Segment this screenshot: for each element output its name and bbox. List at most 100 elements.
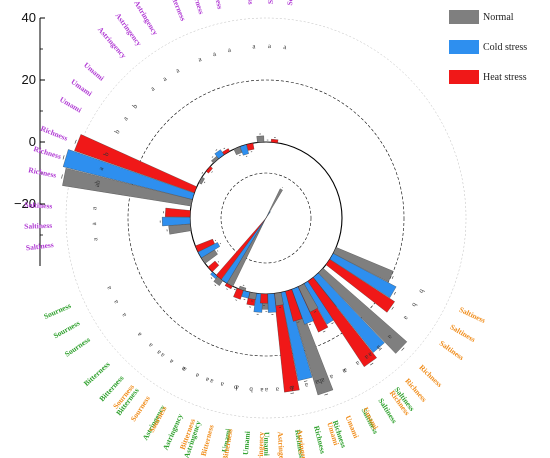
category-label: Bitterness (220, 428, 234, 458)
bar-heat (195, 238, 215, 253)
significance-letter: a (264, 386, 268, 394)
bar-normal (274, 292, 284, 306)
error-bar (313, 311, 317, 313)
bar-heat (205, 166, 213, 174)
significance-letter: a (104, 284, 113, 291)
error-bar (201, 172, 204, 174)
category-label: Saltiness (24, 200, 52, 211)
category-label: Sourness (266, 0, 276, 4)
error-bar (74, 139, 77, 144)
bars (61, 133, 408, 396)
bar-heat (260, 293, 268, 304)
significance-letter: a (121, 114, 130, 122)
category-label: Richness (39, 124, 69, 143)
significance-letter: a (154, 348, 162, 357)
significance-letter: a (354, 359, 362, 368)
error-bar (370, 362, 374, 366)
significance-letter: a (90, 221, 98, 225)
bar-normal (168, 223, 192, 235)
significance-letter: a (290, 384, 295, 393)
legend-item-cold-stress: Cold stress (449, 32, 549, 62)
error-bar (391, 276, 394, 279)
significance-letter: a (234, 383, 239, 392)
category-label: Bitterness (188, 0, 206, 15)
category-label: Richness (312, 425, 327, 455)
category-label: Umami (220, 428, 233, 453)
category-label: Sourness (42, 301, 72, 321)
category-label: Sourness (244, 0, 255, 5)
significance-letter: a (328, 373, 335, 382)
significance-letter: a (135, 330, 144, 338)
grid-ring (127, 79, 405, 357)
significance-letter: a (386, 333, 395, 341)
category-label: Saltiness (438, 339, 466, 363)
bar-cold (62, 149, 195, 200)
category-label: Richness (28, 165, 58, 179)
error-bar (239, 154, 241, 156)
category-label: Sourness (52, 318, 82, 340)
legend: Normal Cold stress Heat stress (449, 2, 549, 92)
error-bar (393, 291, 396, 295)
bar-cold (221, 211, 271, 284)
bar-heat (233, 288, 244, 300)
error-bar (215, 149, 218, 151)
bar-cold (291, 286, 314, 325)
bar-cold (197, 242, 221, 259)
significance-letter: b (410, 301, 419, 308)
significance-letter: ab (317, 376, 326, 386)
significance-letter: a (146, 341, 154, 350)
legend-swatch-normal (449, 10, 479, 24)
bar-normal (233, 146, 243, 155)
significance-letter: a (149, 84, 157, 93)
category-label: Sourness (285, 0, 297, 6)
significance-letter: b (113, 128, 122, 135)
legend-swatch-cold-stress (449, 40, 479, 54)
error-bar (235, 299, 238, 301)
category-label: Saltiness (25, 240, 54, 252)
error-bar (211, 171, 213, 173)
significance-letter: a (227, 46, 233, 55)
significance-letter: b (249, 385, 254, 393)
significance-letter: a (167, 357, 175, 366)
significance-letter: b (131, 102, 140, 110)
y-tick-label: 40 (22, 10, 36, 25)
significance-letter: a (303, 381, 309, 390)
error-bar (62, 155, 65, 160)
significance-letter: b (417, 288, 426, 295)
significance-letter: b (102, 151, 111, 158)
category-label: Sourness (63, 335, 92, 359)
category-label: Saltiness (458, 305, 487, 325)
legend-label-heat-stress: Heat stress (483, 71, 527, 83)
category-label: Bitterness (199, 424, 216, 457)
significance-letter: a (197, 55, 204, 64)
error-bar (378, 347, 382, 351)
error-bar (322, 330, 326, 333)
bar-heat (165, 207, 191, 218)
significance-letter: b (233, 383, 238, 392)
significance-letter: b (289, 384, 294, 393)
significance-letter: a (259, 386, 263, 394)
significance-letter: a (208, 377, 214, 386)
bar-normal (198, 176, 205, 185)
category-label: Richness (33, 144, 63, 161)
bar-cold (210, 271, 218, 280)
y-tick-label: 20 (22, 72, 36, 87)
error-bar (303, 380, 308, 382)
bar-cold (214, 149, 225, 159)
significance-letter: a (366, 351, 374, 360)
category-label: Umami (262, 432, 271, 456)
grid-ring (220, 172, 312, 264)
bar-normal (298, 283, 319, 313)
significance-letter: a (161, 74, 169, 83)
error-bar (226, 288, 228, 290)
y-tick-label: −20 (14, 196, 36, 211)
significance-letter: a (314, 378, 320, 387)
legend-swatch-heat-stress (449, 70, 479, 84)
category-label: Saltiness (448, 322, 477, 344)
bar-heat (222, 148, 231, 155)
bar-cold (329, 253, 397, 299)
error-bar (391, 306, 394, 310)
error-bar (401, 347, 405, 351)
bar-normal (226, 188, 283, 287)
